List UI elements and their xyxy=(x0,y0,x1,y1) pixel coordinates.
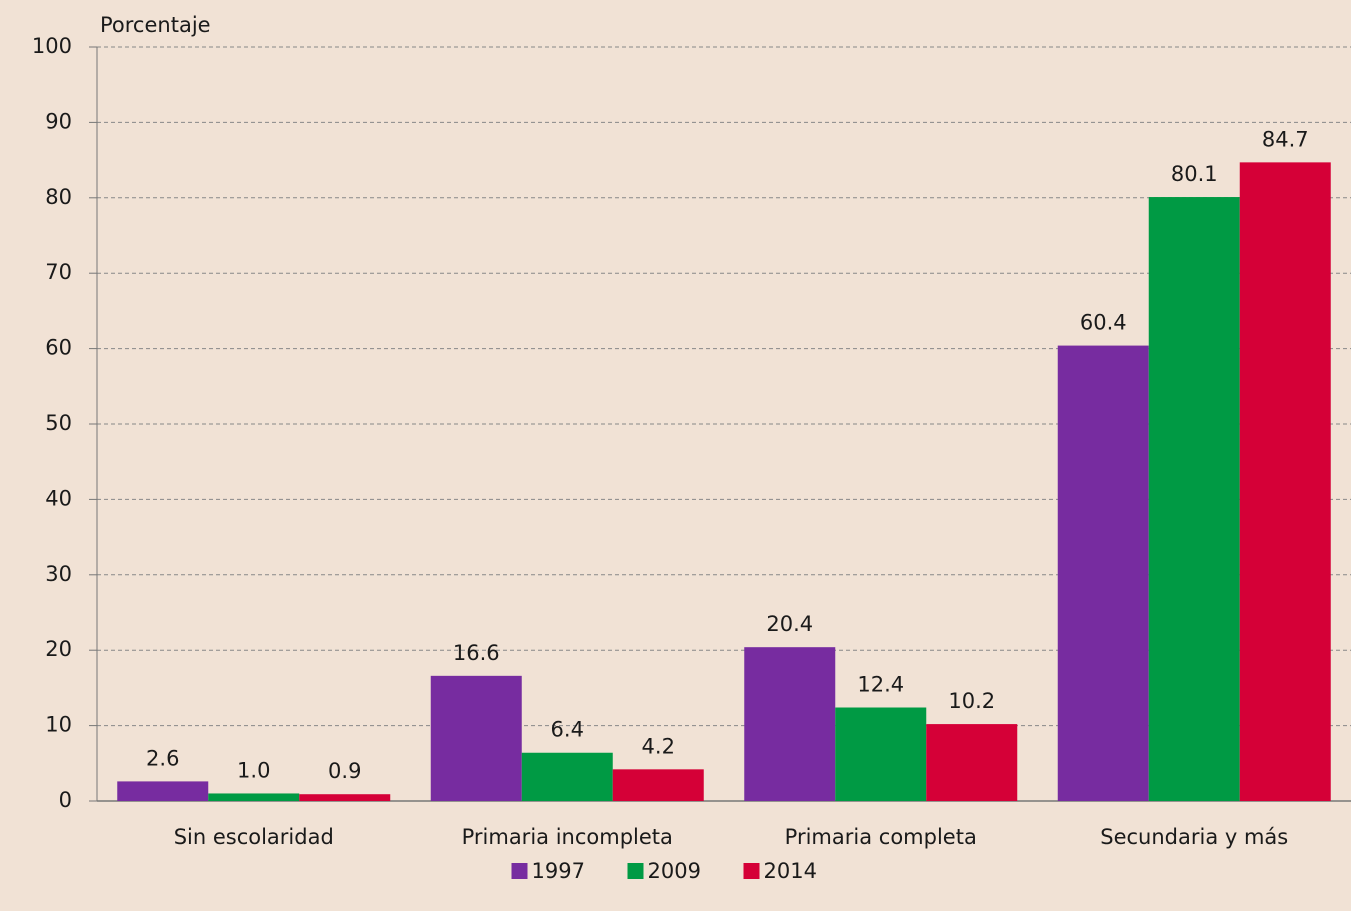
bar xyxy=(299,794,391,801)
y-tick-label: 10 xyxy=(45,713,72,737)
legend-swatch xyxy=(627,863,644,879)
value-label: 84.7 xyxy=(1262,127,1309,151)
legend-label: 2014 xyxy=(764,859,817,883)
y-tick-label: 80 xyxy=(45,185,72,209)
value-label: 6.4 xyxy=(551,718,584,742)
bar xyxy=(612,769,704,801)
bar xyxy=(926,724,1018,801)
y-tick-label: 100 xyxy=(32,34,72,58)
value-label: 2.6 xyxy=(146,746,179,770)
value-label: 4.2 xyxy=(642,734,675,758)
value-label: 1.0 xyxy=(237,758,270,782)
value-label: 80.1 xyxy=(1171,162,1218,186)
legend-label: 1997 xyxy=(532,859,585,883)
value-label: 0.9 xyxy=(328,759,361,783)
bar xyxy=(117,781,209,801)
bar xyxy=(521,752,613,801)
bar xyxy=(1057,345,1149,801)
value-label: 60.4 xyxy=(1080,311,1127,335)
y-tick-label: 20 xyxy=(45,637,72,661)
bar xyxy=(208,793,300,801)
value-label: 16.6 xyxy=(453,641,500,665)
bar xyxy=(1148,197,1240,801)
bar xyxy=(744,647,836,801)
y-tick-label: 90 xyxy=(45,109,72,133)
legend-swatch xyxy=(743,863,760,879)
value-label: 20.4 xyxy=(766,612,813,636)
y-axis-label: Porcentaje xyxy=(100,13,211,37)
legend-label: 2009 xyxy=(648,859,701,883)
y-tick-label: 0 xyxy=(59,788,72,812)
value-label: 10.2 xyxy=(948,689,995,713)
bar xyxy=(430,675,522,801)
x-tick-label: Primaria incompleta xyxy=(462,825,673,849)
value-label: 12.4 xyxy=(857,673,904,697)
bar xyxy=(1239,162,1331,801)
y-tick-label: 40 xyxy=(45,486,72,510)
x-tick-label: Secundaria y más xyxy=(1100,825,1288,849)
x-tick-label: Sin escolaridad xyxy=(174,825,334,849)
y-tick-label: 30 xyxy=(45,562,72,586)
y-tick-label: 60 xyxy=(45,336,72,360)
legend-swatch xyxy=(511,863,528,879)
x-tick-label: Primaria completa xyxy=(785,825,977,849)
bar xyxy=(835,707,927,801)
y-tick-label: 50 xyxy=(45,411,72,435)
y-tick-label: 70 xyxy=(45,260,72,284)
